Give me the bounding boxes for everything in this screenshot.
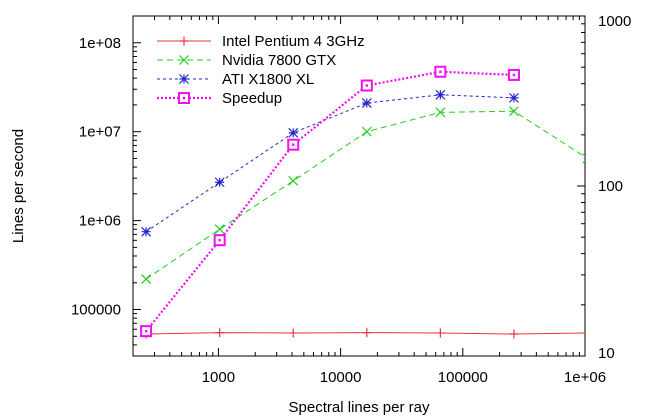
- data-point: [141, 274, 152, 284]
- data-point: [213, 234, 226, 247]
- x-tick-label: 100000: [438, 369, 488, 386]
- x-tick-label: 10000: [320, 369, 362, 386]
- legend-entry: ATI X1800 XL: [157, 71, 314, 88]
- data-point: [582, 153, 585, 164]
- plot-frame: [132, 15, 586, 357]
- legend-label: Intel Pentium 4 3GHz: [222, 33, 365, 50]
- y-axis-title: Lines per second: [10, 129, 27, 243]
- legend-entry: Intel Pentium 4 3GHz: [157, 33, 365, 50]
- x-axis-title: Spectral lines per ray: [289, 399, 430, 416]
- series-line: [145, 94, 514, 233]
- axis-ticks: [132, 15, 586, 357]
- data-point: [288, 127, 299, 138]
- data-point: [434, 65, 447, 78]
- y2-tick-label: 1000: [598, 13, 631, 30]
- y-tick-label: 100000: [71, 302, 121, 319]
- y2-tick-label: 10: [598, 345, 615, 362]
- series-speedup: [140, 65, 520, 338]
- legend-label: ATI X1800 XL: [222, 71, 314, 88]
- data-point: [288, 175, 299, 186]
- data-point: [288, 328, 298, 338]
- legend-entry: Nvidia 7800 GTX: [157, 52, 336, 69]
- legend-label: Nvidia 7800 GTX: [222, 52, 336, 69]
- legend-marker: [179, 74, 189, 84]
- data-point: [509, 92, 519, 103]
- data-point: [509, 329, 519, 339]
- series-ati-x1800-xl: [141, 89, 519, 237]
- data-point: [141, 226, 152, 237]
- x-tick-label: 1e+06: [564, 369, 606, 386]
- data-point: [509, 106, 519, 117]
- legend-label: Speedup: [222, 90, 282, 107]
- data-point: [507, 68, 520, 81]
- data-point: [215, 328, 225, 338]
- data-point: [360, 79, 373, 92]
- data-point: [361, 126, 372, 137]
- data-point: [214, 177, 225, 188]
- legend-marker: [178, 92, 190, 104]
- data-point: [435, 107, 446, 118]
- y-tick-label: 1e+07: [79, 124, 121, 141]
- y-tick-label: 1e+08: [79, 35, 121, 52]
- y-tick-label: 1e+06: [79, 213, 121, 230]
- axis-tick-labels: 1000 10000 100000 1e+06 100000 1e+06 1e+07 1e+0…: [71, 13, 631, 386]
- data-point: [214, 224, 225, 235]
- data-point: [140, 325, 153, 338]
- data-point: [435, 328, 445, 338]
- legend-marker: [179, 55, 189, 65]
- legend-entry: Speedup: [157, 90, 282, 107]
- data-point: [287, 138, 300, 151]
- series-nvidia-7800-gtx: [141, 106, 585, 284]
- x-tick-label: 1000: [202, 369, 235, 386]
- series-intel-pentium-4-3ghz: [141, 328, 585, 339]
- data-point: [361, 98, 372, 108]
- series-line: [145, 70, 514, 332]
- y2-tick-label: 100: [598, 178, 623, 195]
- legend: Intel Pentium 4 3GHz Nvidia 7800 GTX ATI X…: [157, 33, 365, 107]
- series-line: [145, 110, 585, 280]
- data-point: [362, 328, 372, 338]
- series-layer: [140, 65, 585, 339]
- legend-marker: [179, 36, 189, 46]
- data-point: [435, 89, 446, 100]
- data-point: [583, 332, 585, 334]
